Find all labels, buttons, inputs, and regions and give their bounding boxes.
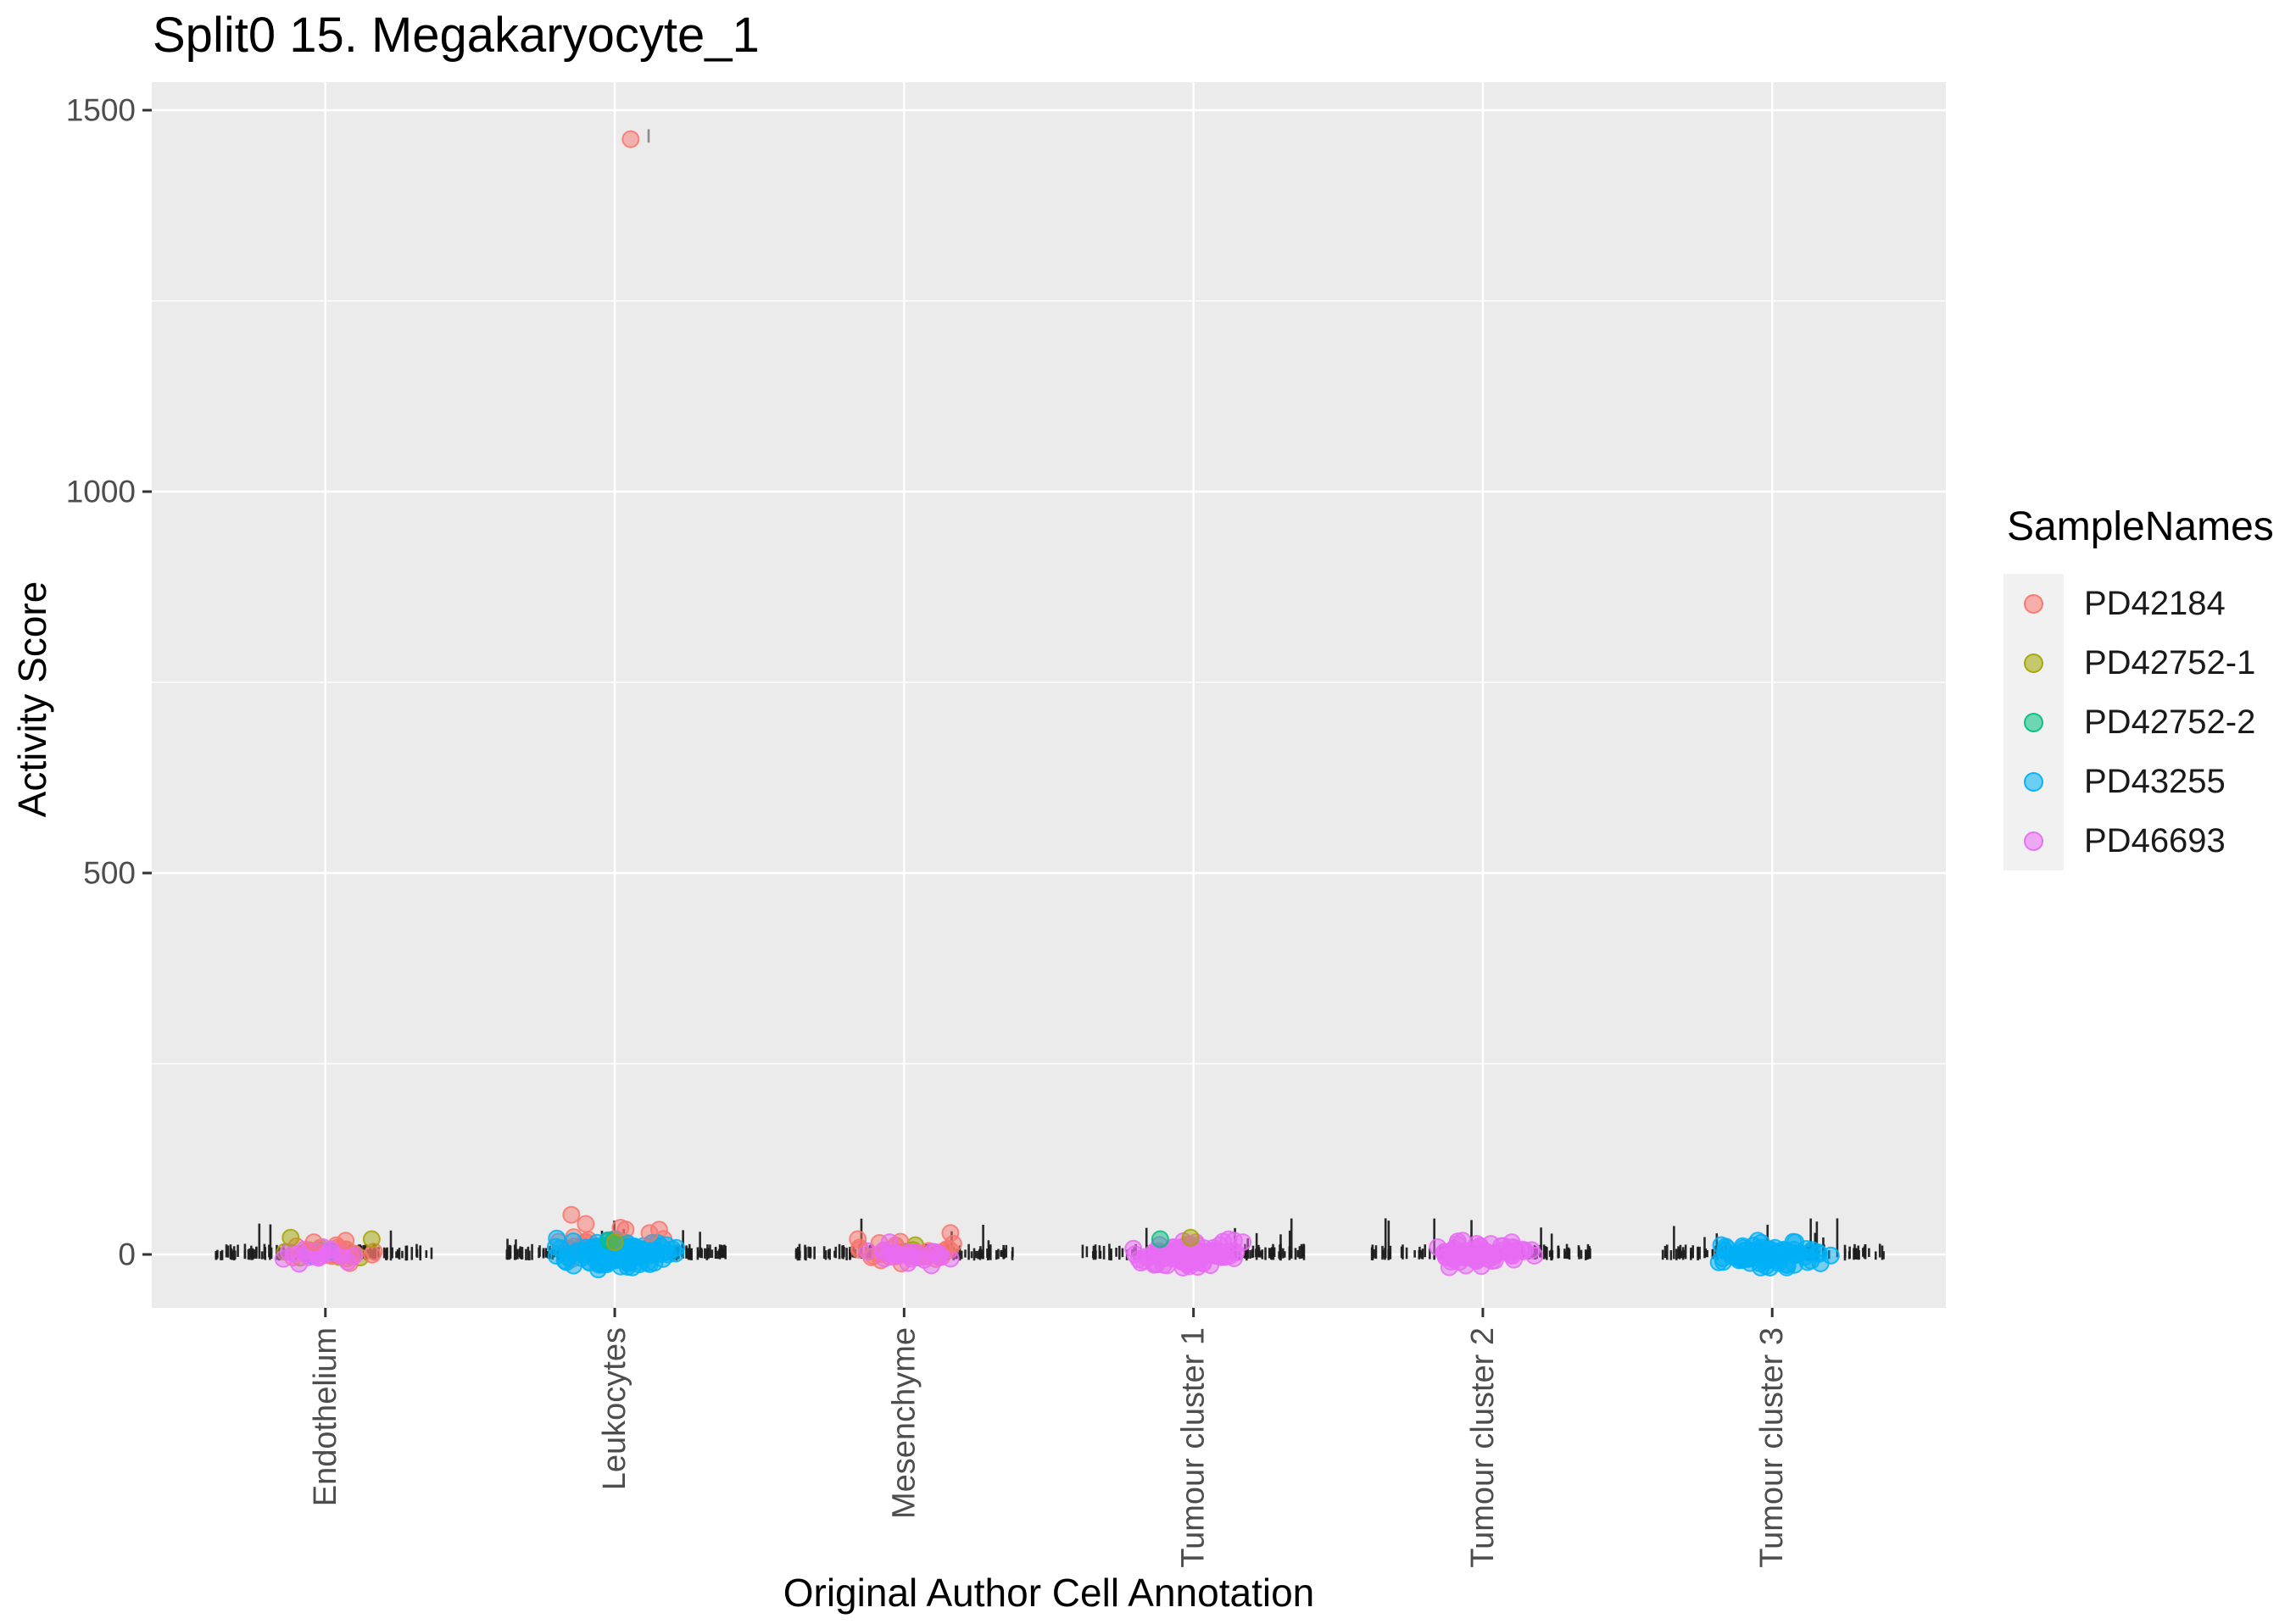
y-tick-label: 1000 (66, 475, 136, 509)
data-point (640, 1254, 659, 1273)
legend-key (2003, 633, 2064, 692)
data-point (667, 1238, 686, 1257)
legend-item-label: PD46693 (2084, 821, 2226, 859)
data-point (883, 1248, 902, 1266)
grid-major (152, 82, 1946, 1308)
y-axis-title: Activity Score (10, 581, 54, 818)
y-tick-label: 500 (83, 856, 136, 891)
legend: SampleNames PD42184 PD42752-1 PD42752-2 PD4… (2003, 503, 2296, 870)
legend-item: PD46693 (2003, 811, 2296, 870)
data-point (337, 1232, 355, 1250)
data-point (1748, 1232, 1767, 1250)
axis-layer: 0 500 1000 1500 Endothelium Leukocytes Mesench… (66, 93, 1791, 1568)
legend-rows: PD42184 PD42752-1 PD42752-2 PD43255 PD46693 (2003, 574, 2296, 870)
plot-title: Split0 15. Megakaryocyte_1 (153, 8, 760, 63)
x-tick-label: Tumour cluster 2 (1465, 1327, 1501, 1568)
legend-key (2003, 752, 2064, 811)
legend-item: PD42752-2 (2003, 692, 2296, 752)
legend-point-icon (2024, 653, 2043, 673)
data-point (605, 1233, 624, 1252)
data-point (1502, 1233, 1521, 1252)
data-point (1181, 1228, 1200, 1247)
data-point (362, 1230, 381, 1249)
panel-background (152, 82, 1946, 1308)
x-axis-title: Original Author Cell Annotation (783, 1571, 1315, 1615)
legend-item: PD43255 (2003, 752, 2296, 811)
data-point (1786, 1233, 1805, 1252)
data-point (640, 1224, 659, 1243)
data-point (849, 1230, 867, 1249)
data-point (915, 1250, 933, 1269)
data-point (281, 1228, 300, 1247)
legend-key (2003, 574, 2064, 633)
y-tick-label: 0 (118, 1237, 136, 1272)
data-point (1453, 1232, 1472, 1250)
y-tick-label: 1500 (66, 93, 136, 128)
data-point (304, 1233, 323, 1252)
legend-item-label: PD42184 (2084, 584, 2226, 622)
data-point (562, 1205, 581, 1224)
data-point (1821, 1246, 1840, 1265)
legend-point-icon (2024, 831, 2043, 851)
x-tick-label: Tumour cluster 3 (1754, 1327, 1790, 1568)
legend-title: SampleNames (2007, 504, 2274, 549)
data-point (1723, 1247, 1742, 1265)
data-point (558, 1244, 577, 1263)
x-tick-label: Tumour cluster 1 (1176, 1327, 1212, 1568)
outlier-layer (621, 129, 650, 148)
data-point (582, 1246, 600, 1265)
data-point (577, 1215, 595, 1233)
x-tick-label: Mesenchyme (886, 1327, 922, 1519)
data-point (1471, 1246, 1490, 1265)
data-point (1733, 1237, 1752, 1255)
data-point (880, 1233, 899, 1252)
data-point (1151, 1230, 1169, 1249)
x-tick-label: Leukocytes (597, 1327, 633, 1490)
data-point (1234, 1233, 1252, 1252)
x-tick-label: Endothelium (308, 1327, 343, 1506)
points-layer (274, 1205, 1840, 1279)
legend-point-icon (2024, 771, 2043, 792)
data-point (1197, 1246, 1216, 1265)
legend-point-icon (2024, 712, 2043, 732)
legend-item: PD42184 (2003, 574, 2296, 633)
legend-point-icon (2024, 593, 2043, 614)
legend-key (2003, 811, 2064, 870)
legend-item-label: PD42752-1 (2084, 643, 2256, 681)
data-point (622, 1249, 641, 1268)
data-point (1450, 1253, 1468, 1271)
legend-key (2003, 692, 2064, 752)
legend-item-label: PD43255 (2084, 762, 2226, 800)
legend-item-label: PD42752-2 (2084, 703, 2256, 741)
data-point (1765, 1238, 1784, 1257)
legend-item: PD42752-1 (2003, 633, 2296, 692)
grid-minor (152, 300, 1946, 1065)
data-point (1129, 1250, 1148, 1269)
data-point (1747, 1247, 1765, 1265)
data-point (944, 1234, 962, 1253)
data-point (621, 130, 640, 148)
